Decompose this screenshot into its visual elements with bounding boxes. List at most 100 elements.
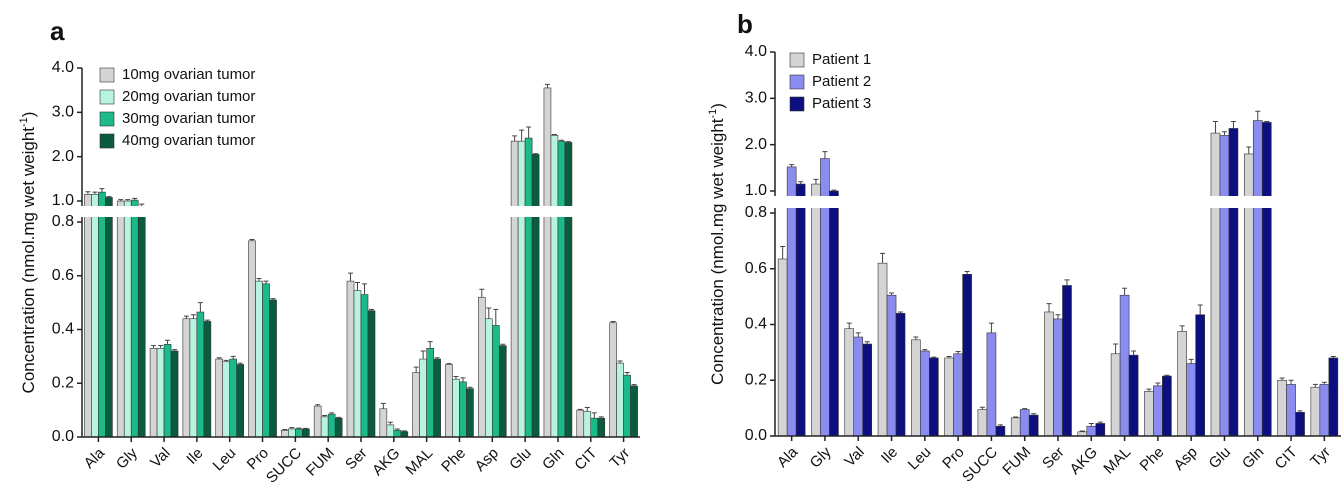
- error-bar: [822, 151, 828, 159]
- error-bar: [132, 197, 138, 201]
- bar: [1210, 132, 1221, 437]
- bar: [1177, 331, 1187, 437]
- bar: [1319, 384, 1330, 437]
- error-bar: [964, 271, 970, 275]
- x-tick-label: Tyr: [606, 445, 633, 472]
- bar: [84, 194, 92, 438]
- error-bar: [631, 384, 637, 386]
- x-tick-label: Ser: [342, 445, 371, 474]
- error-bar: [988, 322, 994, 333]
- error-bar: [223, 359, 229, 362]
- bar: [116, 200, 125, 438]
- error-bar: [486, 307, 492, 319]
- panel-label: a: [50, 16, 65, 46]
- error-bar: [512, 135, 518, 142]
- bar: [203, 321, 212, 438]
- bar: [886, 294, 897, 437]
- x-tick-label: Val: [841, 444, 868, 471]
- bar: [623, 374, 631, 438]
- bar: [379, 408, 388, 438]
- error-bar: [544, 83, 550, 88]
- x-tick-label: Ala: [774, 443, 802, 471]
- error-bar: [1088, 422, 1094, 427]
- error-bar: [500, 343, 506, 346]
- y-tick-label: 2.0: [745, 136, 767, 153]
- error-bar: [931, 356, 937, 358]
- legend-swatch: [99, 89, 115, 105]
- x-tick-label: CIT: [571, 445, 600, 474]
- bar: [1086, 425, 1097, 437]
- error-bar: [1288, 379, 1294, 385]
- error-bar: [955, 351, 961, 354]
- error-bar: [401, 430, 407, 432]
- bar: [295, 428, 303, 438]
- legend-label: 30mg ovarian tumor: [122, 110, 255, 127]
- error-bar: [183, 315, 189, 319]
- bar: [1144, 391, 1154, 437]
- bar: [215, 358, 224, 438]
- y-tick-label: 3.0: [745, 90, 767, 107]
- error-bar: [158, 345, 164, 349]
- error-bar: [789, 164, 795, 167]
- error-bar: [336, 416, 342, 419]
- error-bar: [922, 349, 928, 351]
- error-bar: [1179, 325, 1185, 332]
- error-bar: [1197, 304, 1203, 315]
- x-tick-label: Ser: [1039, 444, 1068, 473]
- legend-swatch: [99, 111, 115, 127]
- bar: [877, 262, 888, 437]
- error-bar: [1230, 121, 1236, 129]
- error-bar: [584, 406, 590, 412]
- error-bar: [813, 178, 819, 185]
- bar: [616, 362, 624, 438]
- bar: [262, 283, 270, 438]
- bar: [477, 296, 486, 438]
- bar: [170, 350, 179, 438]
- y-tick-label: 0.2: [745, 371, 767, 388]
- bar: [862, 343, 873, 437]
- error-bar: [413, 366, 419, 373]
- bar: [1252, 120, 1263, 437]
- error-bar: [1097, 421, 1103, 424]
- bar: [189, 318, 198, 438]
- error-bar: [190, 314, 196, 319]
- x-tick-label: Leu: [905, 444, 935, 474]
- bar: [346, 280, 355, 438]
- bar: [1328, 357, 1339, 437]
- bar: [452, 378, 460, 438]
- error-bar: [624, 372, 630, 376]
- bar: [163, 343, 172, 438]
- error-bar: [216, 357, 222, 360]
- error-bar: [1122, 287, 1128, 296]
- bar: [367, 310, 376, 438]
- y-tick-label: 4.0: [52, 59, 74, 76]
- error-bar: [913, 336, 919, 340]
- error-bar: [172, 349, 178, 351]
- x-tick-label: Phe: [1137, 444, 1168, 475]
- bar: [360, 294, 369, 438]
- bar: [466, 388, 474, 438]
- bar: [281, 429, 289, 438]
- bar: [229, 358, 238, 438]
- bar: [510, 140, 519, 438]
- error-bar: [434, 357, 440, 360]
- y-axis-label-text: Concentration (nmol.mg wet weight: [19, 127, 38, 394]
- x-tick-label: Asp: [472, 445, 502, 475]
- y-tick-label: 0.8: [745, 204, 767, 221]
- error-bar: [1022, 408, 1028, 410]
- error-bar: [1279, 377, 1285, 381]
- error-bar: [230, 355, 236, 360]
- legend-swatch: [789, 96, 805, 112]
- x-tick-label: Val: [147, 445, 174, 472]
- bar: [517, 140, 526, 438]
- error-bar: [591, 412, 597, 419]
- bar: [1195, 314, 1205, 437]
- error-bar: [1212, 121, 1218, 134]
- bar: [1010, 417, 1021, 437]
- error-bar: [1330, 356, 1336, 358]
- bar: [944, 357, 954, 437]
- error-bar: [1221, 131, 1227, 136]
- x-tick-label: MAL: [402, 445, 436, 479]
- bar: [995, 425, 1006, 437]
- error-bar: [355, 281, 360, 291]
